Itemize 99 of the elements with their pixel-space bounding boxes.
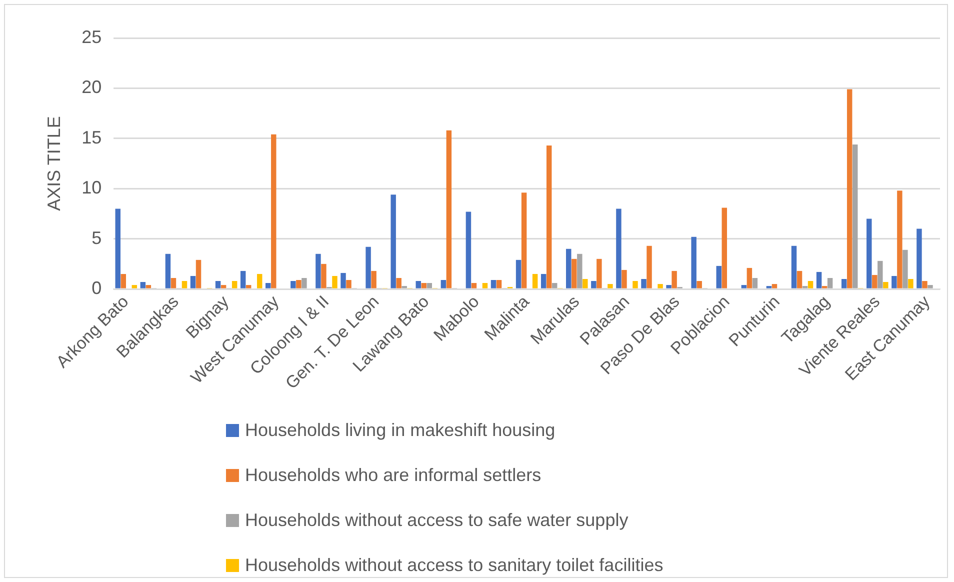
bar	[572, 258, 577, 288]
bar	[271, 134, 276, 288]
bar	[332, 276, 338, 288]
bar	[746, 268, 752, 288]
bar	[196, 260, 202, 288]
bar	[366, 246, 371, 288]
bar	[496, 280, 502, 288]
bar	[878, 260, 883, 288]
bar	[791, 246, 797, 288]
bar	[232, 281, 238, 288]
y-tick-label: 15	[82, 127, 102, 148]
bar	[566, 248, 572, 288]
bar	[390, 194, 396, 288]
bar	[616, 208, 622, 288]
bar	[182, 281, 188, 288]
bar	[922, 281, 928, 288]
bar	[658, 284, 663, 288]
bar	[852, 144, 858, 288]
bar	[170, 278, 176, 288]
y-tick-label: 25	[82, 26, 102, 47]
bar	[722, 208, 728, 288]
y-axis-title: AXIS TITLE	[44, 116, 64, 211]
legend-label: Households who are informal settlers	[245, 465, 542, 486]
bar	[466, 212, 472, 288]
bar	[641, 278, 646, 288]
bar	[215, 281, 221, 288]
bar	[482, 283, 488, 288]
bar	[340, 272, 346, 288]
bar	[772, 284, 778, 288]
bar	[691, 236, 696, 288]
bar	[396, 278, 402, 288]
bar	[446, 130, 452, 288]
bar	[146, 285, 152, 288]
bar	[596, 258, 602, 288]
bar	[115, 208, 120, 288]
bar	[608, 284, 613, 288]
legend-label: Households without access to sanitary toilet facilities	[245, 555, 664, 576]
bar	[266, 283, 271, 288]
y-tick-label: 20	[82, 77, 102, 98]
bar	[928, 285, 933, 288]
bar	[883, 282, 888, 288]
bar	[190, 276, 196, 288]
y-tick-label: 5	[92, 228, 102, 248]
bar	[426, 283, 432, 288]
bar	[516, 260, 522, 288]
bar	[632, 281, 638, 288]
bar	[421, 283, 427, 288]
bar	[892, 276, 897, 288]
bar	[816, 272, 822, 288]
y-tick-label: 0	[92, 278, 102, 298]
bar	[371, 270, 376, 288]
bar	[471, 283, 477, 288]
bar	[866, 218, 872, 288]
y-tick-label: 10	[82, 178, 102, 198]
bar	[532, 274, 538, 288]
bar	[808, 281, 814, 288]
bar	[897, 190, 902, 288]
bar	[302, 278, 307, 288]
legend-label: Households living in makeshift housing	[245, 420, 556, 441]
bar	[521, 192, 527, 288]
bar	[916, 228, 922, 288]
bar	[120, 274, 126, 288]
bar	[316, 254, 321, 288]
bar	[827, 278, 833, 288]
bar	[841, 278, 847, 288]
bar	[796, 270, 802, 288]
bar	[716, 266, 722, 288]
bar	[240, 270, 246, 288]
bar	[872, 274, 878, 288]
bar	[846, 89, 852, 288]
bar	[582, 278, 588, 288]
bar	[622, 270, 627, 288]
bar	[552, 283, 558, 288]
legend-label: Households without access to safe water supply	[245, 510, 628, 531]
bar	[666, 285, 672, 288]
bar	[540, 274, 546, 288]
bar	[346, 280, 352, 288]
bar	[165, 254, 171, 288]
bar	[132, 285, 138, 288]
bar	[290, 281, 296, 288]
bar	[752, 278, 758, 288]
bar	[591, 281, 596, 288]
bar	[672, 270, 677, 288]
bar	[440, 280, 446, 288]
bar	[696, 281, 702, 288]
bar	[296, 280, 302, 288]
bar	[490, 280, 496, 288]
bar	[902, 250, 908, 288]
bar	[257, 274, 262, 288]
bar	[220, 285, 226, 288]
bar	[140, 282, 146, 288]
bar	[321, 264, 326, 288]
bar	[246, 285, 252, 288]
bar	[546, 145, 552, 288]
bar	[908, 278, 914, 288]
bar	[416, 281, 421, 288]
bar	[577, 254, 582, 288]
bar	[646, 246, 652, 288]
bar	[741, 285, 747, 288]
